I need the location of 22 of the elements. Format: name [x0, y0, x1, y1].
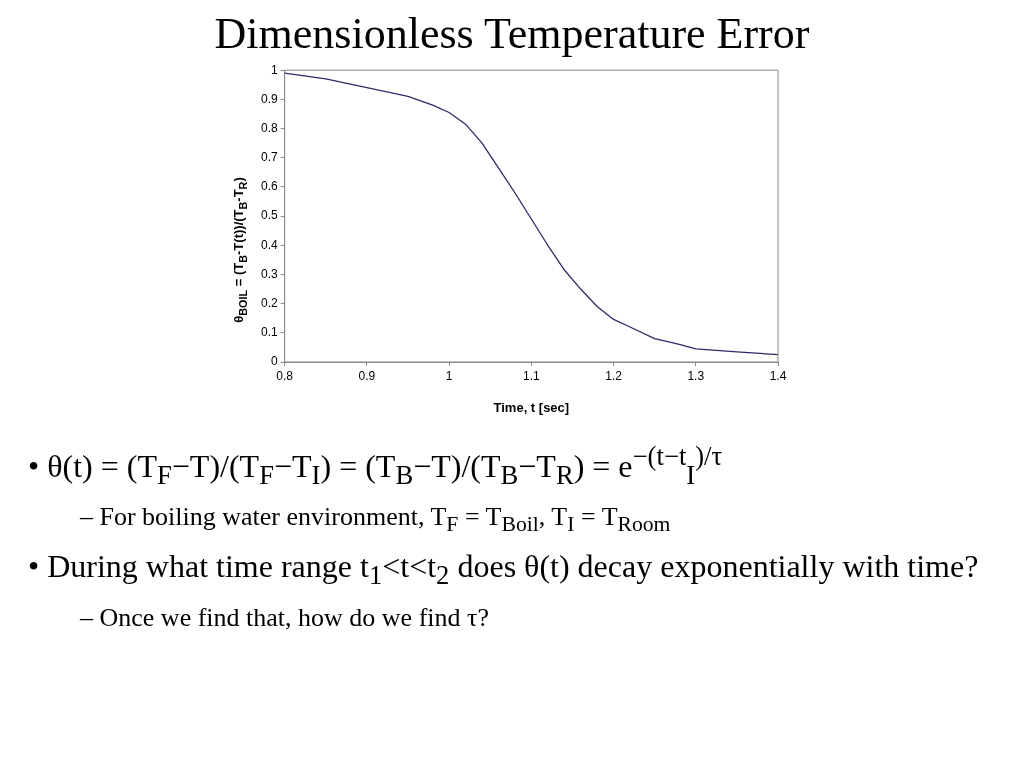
text: – For boiling water environment, T$_{F}$ = T$_{Boil}$, T$_{I}$ = T$_{Room}$: [80, 501, 671, 539]
y-tick-label: 0.7: [260, 150, 278, 165]
y-tick-label: 0.1: [260, 325, 278, 340]
x-axis-title: Time, t [sec]: [493, 399, 570, 415]
y-tick-label: 0.9: [260, 91, 278, 106]
text: – Once we find that, how do we find τ?: [80, 601, 490, 634]
y-tick-label: 0.2: [260, 295, 278, 310]
y-tick-label: 0.6: [260, 179, 278, 194]
x-tick-label: 1.1: [523, 368, 540, 383]
y-tick-label: 0.3: [260, 266, 278, 281]
x-tick-label: 0.9: [358, 368, 376, 383]
y-tick-label: 0.4: [260, 237, 278, 252]
y-tick-label: 0.5: [260, 208, 278, 223]
x-tick-label: 1.3: [687, 368, 705, 383]
y-tick-label: 1: [270, 62, 278, 77]
y-tick-label: 0: [270, 354, 278, 369]
text: • During what time range t$_{1}$<t<t$_{2}$ does θ(t) decay exponentially with time?: [28, 547, 979, 593]
x-tick-label: 1.4: [769, 368, 787, 383]
x-tick-label: 1: [445, 368, 453, 383]
chart-title: Dimensionless Temperature Error: [213, 8, 811, 60]
x-tick-label: 1.2: [605, 368, 623, 383]
y-tick-label: 0.8: [260, 120, 278, 135]
